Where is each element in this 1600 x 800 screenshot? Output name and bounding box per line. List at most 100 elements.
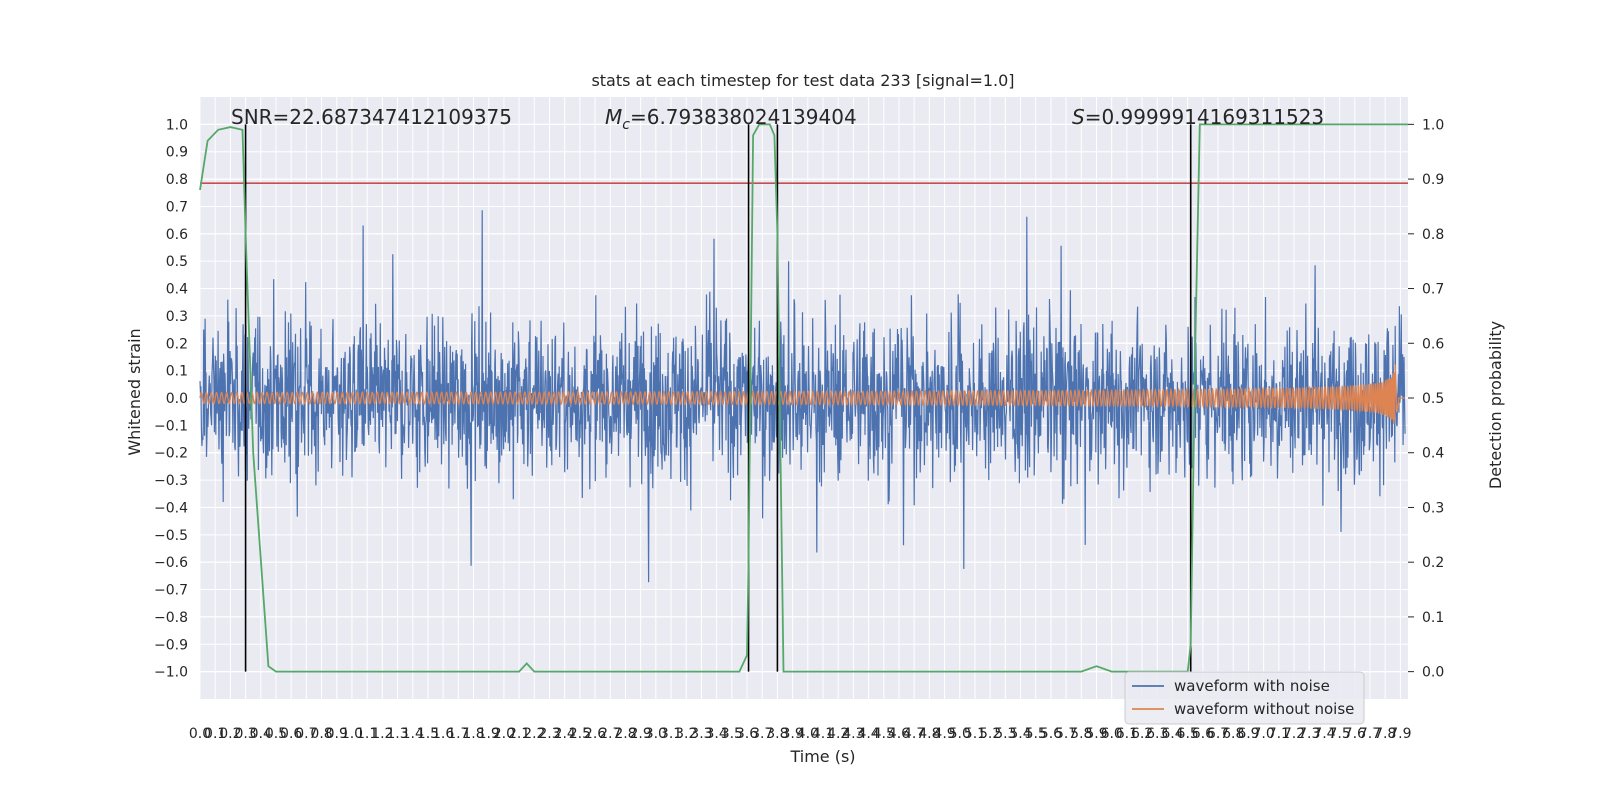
x-tick-label: 7.1 <box>1268 726 1290 742</box>
x-tick-label: 0.9 <box>326 726 348 742</box>
x-tick-label: 3.2 <box>675 726 697 742</box>
y-tick-label: 0.9 <box>166 145 188 161</box>
x-tick-label: 3.7 <box>751 726 773 742</box>
y-tick-label: −0.6 <box>154 555 188 571</box>
right-tick-label: 0.3 <box>1422 500 1444 516</box>
x-tick-label: 3.9 <box>781 726 803 742</box>
x-tick-label: 7.3 <box>1298 726 1320 742</box>
x-tick-label: 5.1 <box>964 726 986 742</box>
x-tick-label: 1.1 <box>356 726 378 742</box>
right-tick-label: 0.2 <box>1422 555 1444 571</box>
y-tick-label: 0.1 <box>166 364 188 380</box>
y-tick-label: −0.9 <box>154 637 188 653</box>
x-tick-label: 5.2 <box>979 726 1001 742</box>
right-tick-label: 1.0 <box>1422 117 1444 133</box>
x-tick-label: 1.9 <box>478 726 500 742</box>
x-tick-label: 0.1 <box>204 726 226 742</box>
x-tick-label: 4.9 <box>933 726 955 742</box>
right-tick-label: 0.1 <box>1422 610 1444 626</box>
x-tick-label: 1.8 <box>462 726 484 742</box>
x-tick-label: 7.2 <box>1283 726 1305 742</box>
x-tick-label: 3.0 <box>645 726 667 742</box>
x-tick-label: 2.9 <box>630 726 652 742</box>
series-detection-probability <box>199 123 1408 673</box>
right-tick-label: 0.0 <box>1422 665 1444 681</box>
x-tick-label: 6.5 <box>1177 726 1199 742</box>
right-y-axis-ticks: 0.0 0.1 0.2 0.3 0.4 0.5 0.6 0.7 0.8 0.9 1.0 <box>1408 117 1444 681</box>
y-tick-label: −0.5 <box>154 528 188 544</box>
legend: waveform with noise waveform without noi… <box>1124 671 1365 725</box>
chart-title: stats at each timestep for test data 233… <box>591 71 1014 90</box>
x-tick-label: 0.0 <box>189 726 211 742</box>
x-tick-label: 7.6 <box>1344 726 1366 742</box>
y-tick-label: −1.0 <box>154 665 188 681</box>
legend-label-clean: waveform without noise <box>1174 700 1354 718</box>
right-tick-label: 0.6 <box>1422 336 1444 352</box>
x-tick-label: 0.4 <box>250 726 272 742</box>
x-tick-label: 2.2 <box>523 726 545 742</box>
right-tick-label: 0.4 <box>1422 446 1444 462</box>
x-tick-label: 7.4 <box>1313 726 1335 742</box>
y-tick-label: 0.5 <box>166 254 188 270</box>
x-tick-label: 7.5 <box>1328 726 1350 742</box>
x-tick-label: 5.6 <box>1040 726 1062 742</box>
y-axis-label: Whitened strain <box>125 328 144 455</box>
x-tick-label: 2.1 <box>508 726 530 742</box>
x-tick-label: 7.8 <box>1374 726 1396 742</box>
x-tick-label: 7.0 <box>1253 726 1275 742</box>
x-tick-label: 3.5 <box>721 726 743 742</box>
x-tick-label: 7.7 <box>1359 726 1381 742</box>
x-tick-label: 6.2 <box>1131 726 1153 742</box>
y-tick-label: −0.7 <box>154 583 188 599</box>
right-tick-label: 0.9 <box>1422 172 1444 188</box>
x-tick-label: 2.3 <box>538 726 560 742</box>
x-tick-label: 2.7 <box>599 726 621 742</box>
score-annotation: S=0.9999914169311523 <box>1072 105 1324 129</box>
y-tick-label: −0.1 <box>154 418 188 434</box>
y-tick-label: 0.0 <box>166 391 188 407</box>
y-axis-ticks: −1.0 −0.9 −0.8 −0.7 −0.6 −0.5 −0.4 −0.3 −0.2 −0.1… <box>154 117 188 680</box>
x-tick-label: 1.2 <box>371 726 393 742</box>
series-waveform-with-noise <box>199 210 1406 583</box>
probability-line <box>199 123 1408 673</box>
x-tick-label: 0.8 <box>310 726 332 742</box>
x-tick-label: 6.6 <box>1192 726 1214 742</box>
x-tick-label: 1.3 <box>386 726 408 742</box>
x-tick-label: 4.1 <box>812 726 834 742</box>
x-axis-label: Time (s) <box>789 747 855 766</box>
x-tick-label: 5.9 <box>1085 726 1107 742</box>
x-tick-label: 4.3 <box>842 726 864 742</box>
x-tick-label: 4.7 <box>903 726 925 742</box>
noise-waveform-line <box>199 210 1406 583</box>
x-tick-label: 1.6 <box>432 726 454 742</box>
x-tick-label: 3.3 <box>690 726 712 742</box>
x-tick-label: 1.0 <box>341 726 363 742</box>
x-tick-label: 3.6 <box>736 726 758 742</box>
x-tick-label: 5.7 <box>1055 726 1077 742</box>
x-tick-label: 4.4 <box>857 726 879 742</box>
x-tick-label: 4.2 <box>827 726 849 742</box>
y-tick-label: −0.3 <box>154 473 188 489</box>
x-tick-label: 4.5 <box>873 726 895 742</box>
y-tick-label: 0.6 <box>166 227 188 243</box>
x-tick-label: 0.5 <box>265 726 287 742</box>
y-tick-label: 0.4 <box>166 282 188 298</box>
right-tick-label: 0.8 <box>1422 227 1444 243</box>
x-tick-label: 5.5 <box>1025 726 1047 742</box>
legend-label-noise: waveform with noise <box>1174 677 1330 695</box>
y-tick-label: −0.8 <box>154 610 188 626</box>
y-tick-label: −0.2 <box>154 446 188 462</box>
y-tick-label: 0.7 <box>166 199 188 215</box>
x-tick-label: 6.3 <box>1146 726 1168 742</box>
x-tick-label: 6.9 <box>1237 726 1259 742</box>
series-waveform-without-noise <box>199 364 1405 425</box>
y-tick-label: −0.4 <box>154 500 188 516</box>
x-tick-label: 3.4 <box>705 726 727 742</box>
x-tick-label: 0.7 <box>295 726 317 742</box>
x-tick-label: 1.7 <box>447 726 469 742</box>
x-tick-label: 5.8 <box>1070 726 1092 742</box>
x-tick-label: 2.4 <box>554 726 576 742</box>
x-tick-label: 2.0 <box>493 726 515 742</box>
x-tick-label: 0.3 <box>234 726 256 742</box>
